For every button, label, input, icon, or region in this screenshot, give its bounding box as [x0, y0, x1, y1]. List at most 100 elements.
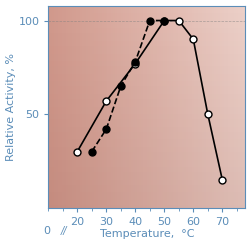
Bar — [119, 6, 121, 208]
Bar — [48, 139, 244, 142]
Bar — [48, 51, 244, 54]
Bar — [68, 6, 70, 208]
Bar — [48, 162, 244, 165]
Bar — [48, 61, 244, 64]
Bar — [48, 157, 244, 160]
Bar — [48, 160, 244, 162]
Bar — [64, 6, 66, 208]
Bar — [199, 6, 201, 208]
Bar — [56, 6, 58, 208]
Bar — [152, 6, 154, 208]
Bar — [48, 187, 244, 190]
Bar — [48, 203, 244, 205]
Bar — [48, 152, 244, 155]
Bar — [207, 6, 209, 208]
Bar — [90, 6, 91, 208]
Bar — [144, 6, 146, 208]
Bar — [140, 6, 142, 208]
Bar — [48, 84, 244, 86]
Bar — [58, 6, 60, 208]
Bar — [192, 6, 194, 208]
Bar — [48, 180, 244, 182]
Bar — [48, 155, 244, 157]
Bar — [184, 6, 186, 208]
Bar — [101, 6, 103, 208]
Bar — [48, 190, 244, 193]
Bar — [48, 31, 244, 33]
Bar — [48, 205, 244, 208]
Bar — [48, 8, 244, 11]
Bar — [88, 6, 90, 208]
Bar — [48, 165, 244, 167]
Bar — [48, 74, 244, 76]
Bar — [48, 97, 244, 99]
Bar — [48, 69, 244, 71]
Bar — [121, 6, 123, 208]
Bar — [48, 71, 244, 74]
Bar — [48, 6, 244, 8]
Bar — [174, 6, 176, 208]
Bar — [48, 135, 244, 137]
Bar — [54, 6, 56, 208]
Bar — [138, 6, 140, 208]
Bar — [194, 6, 196, 208]
Bar — [109, 6, 111, 208]
Bar — [156, 6, 158, 208]
Bar — [48, 142, 244, 145]
Bar — [97, 6, 99, 208]
Bar — [107, 6, 109, 208]
Bar — [48, 137, 244, 139]
Bar — [86, 6, 87, 208]
Bar — [164, 6, 166, 208]
Bar — [196, 6, 197, 208]
Bar — [48, 124, 244, 127]
Bar — [48, 147, 244, 149]
Bar — [84, 6, 86, 208]
Bar — [123, 6, 125, 208]
Bar — [48, 76, 244, 79]
Bar — [190, 6, 192, 208]
Bar — [197, 6, 199, 208]
Bar — [48, 170, 244, 172]
Bar — [48, 94, 244, 97]
Bar — [242, 6, 244, 208]
Bar — [103, 6, 105, 208]
Text: 0: 0 — [43, 226, 50, 236]
Bar — [48, 127, 244, 129]
Bar — [48, 132, 244, 135]
Bar — [48, 101, 244, 104]
Bar — [66, 6, 68, 208]
Bar — [236, 6, 238, 208]
Bar — [129, 6, 130, 208]
Bar — [48, 13, 244, 16]
Bar — [115, 6, 117, 208]
Bar — [150, 6, 152, 208]
Bar — [233, 6, 235, 208]
Bar — [48, 122, 244, 124]
Bar — [223, 6, 225, 208]
Bar — [105, 6, 107, 208]
Bar — [48, 104, 244, 107]
Bar — [60, 6, 62, 208]
Bar — [48, 195, 244, 197]
Bar — [52, 6, 54, 208]
Bar — [48, 23, 244, 26]
Bar — [95, 6, 97, 208]
Bar — [70, 6, 72, 208]
Bar — [235, 6, 236, 208]
Bar — [72, 6, 74, 208]
Bar — [48, 112, 244, 114]
Bar — [48, 86, 244, 89]
Bar — [48, 117, 244, 119]
Bar — [127, 6, 129, 208]
Bar — [48, 6, 50, 208]
Bar — [142, 6, 144, 208]
Bar — [231, 6, 233, 208]
Bar — [219, 6, 221, 208]
Bar — [168, 6, 170, 208]
Bar — [48, 11, 244, 13]
Bar — [48, 99, 244, 101]
Bar — [136, 6, 138, 208]
Bar — [221, 6, 223, 208]
Bar — [205, 6, 207, 208]
